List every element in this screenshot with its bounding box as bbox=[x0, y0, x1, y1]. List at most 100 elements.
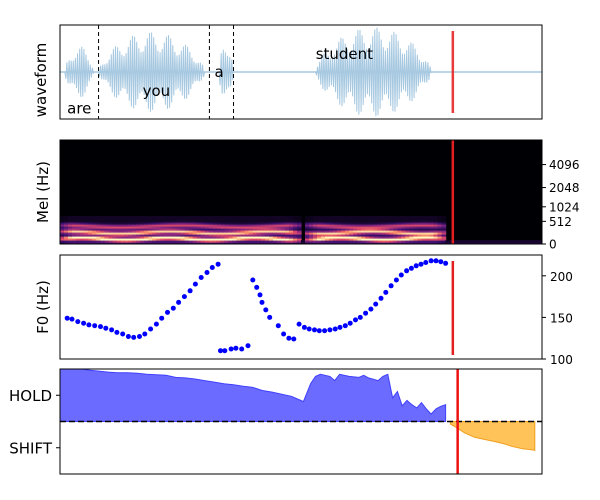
mel-cell bbox=[292, 224, 298, 227]
mel-cell bbox=[84, 240, 89, 243]
mel-cell bbox=[401, 222, 407, 225]
f0-point bbox=[393, 277, 399, 283]
mel-cell bbox=[405, 218, 411, 221]
mel-cell bbox=[204, 232, 210, 235]
mel-cell bbox=[437, 216, 443, 219]
mel-cell bbox=[196, 238, 202, 241]
mel-cell bbox=[409, 240, 415, 243]
mel-cell bbox=[288, 222, 294, 225]
mel-cell bbox=[441, 220, 447, 223]
mel-cell bbox=[433, 236, 439, 239]
mel-cell bbox=[152, 240, 157, 243]
mel-cell bbox=[264, 232, 270, 235]
mel-cell bbox=[128, 224, 133, 227]
mel-cell bbox=[196, 232, 202, 235]
mel-cell bbox=[212, 224, 218, 227]
mel-cell bbox=[313, 230, 318, 233]
mel-cell bbox=[441, 224, 447, 227]
mel-cell bbox=[260, 240, 266, 243]
mel-cell bbox=[268, 224, 274, 227]
mel-cell bbox=[168, 226, 174, 229]
mel-cell bbox=[381, 228, 386, 231]
mel-cell bbox=[164, 216, 170, 219]
mel-cell bbox=[160, 232, 166, 235]
mel-cell bbox=[329, 220, 334, 223]
mel-cell bbox=[264, 238, 270, 241]
mel-cell bbox=[92, 228, 97, 231]
mel-cell bbox=[393, 234, 398, 237]
mel-cell bbox=[425, 222, 431, 225]
mel-cell bbox=[501, 242, 507, 244]
mel-cell bbox=[120, 234, 125, 237]
mel-cell bbox=[192, 242, 198, 244]
mel-cell bbox=[517, 240, 523, 243]
mel-cell bbox=[417, 216, 423, 219]
mel-cell bbox=[369, 226, 374, 229]
mel-cell bbox=[292, 238, 298, 241]
f0-point bbox=[103, 325, 109, 331]
f0-point bbox=[433, 258, 439, 264]
mel-cell bbox=[457, 242, 463, 244]
mel-cell bbox=[337, 242, 342, 244]
mel-cell bbox=[313, 226, 318, 229]
mel-cell bbox=[337, 228, 342, 231]
mel-cell bbox=[188, 234, 194, 237]
mel-cell bbox=[309, 234, 314, 237]
mel-cell bbox=[80, 226, 85, 229]
f0-point bbox=[81, 320, 87, 326]
mel-cell bbox=[168, 218, 174, 221]
mel-cell bbox=[188, 226, 194, 229]
mel-cell bbox=[260, 222, 266, 225]
mel-cell bbox=[184, 230, 190, 233]
mel-cell bbox=[132, 226, 137, 229]
mel-cell bbox=[272, 224, 278, 227]
mel-cell bbox=[280, 236, 286, 239]
f0-point bbox=[259, 299, 265, 305]
f0-point bbox=[165, 309, 170, 315]
mel-cell bbox=[124, 226, 129, 229]
mel-cell bbox=[260, 226, 266, 229]
mel-cell bbox=[389, 222, 394, 225]
mel-cell bbox=[373, 230, 378, 233]
mel-cell bbox=[168, 222, 174, 225]
mel-cell bbox=[533, 240, 539, 243]
mel-cell bbox=[184, 232, 190, 235]
mel-cell bbox=[461, 242, 467, 244]
mel-cell bbox=[128, 230, 133, 233]
mel-cell bbox=[325, 218, 330, 221]
mel-cell bbox=[60, 232, 65, 235]
mel-cell bbox=[100, 234, 105, 237]
mel-cell bbox=[200, 232, 206, 235]
mel-cell bbox=[160, 226, 166, 229]
mel-cell bbox=[168, 234, 174, 237]
mel-cell bbox=[124, 236, 129, 239]
mel-cell bbox=[441, 228, 447, 231]
mel-cell bbox=[132, 230, 137, 233]
mel-cell bbox=[284, 222, 290, 225]
mel-cell bbox=[180, 238, 186, 241]
mel-cell bbox=[313, 242, 318, 244]
mel-cell bbox=[288, 232, 294, 235]
mel-cell bbox=[144, 226, 149, 229]
f0-point bbox=[316, 328, 322, 334]
mel-cell bbox=[509, 240, 515, 243]
mel-cell bbox=[172, 216, 178, 219]
f0-point bbox=[64, 315, 70, 321]
mel-cell bbox=[357, 226, 362, 229]
mel-cell bbox=[272, 218, 278, 221]
mel-cell bbox=[260, 232, 266, 235]
mel-cell bbox=[409, 242, 415, 244]
mel-cell bbox=[216, 222, 222, 225]
mel-cell bbox=[417, 236, 423, 239]
mel-cell bbox=[236, 242, 242, 244]
mel-cell bbox=[204, 228, 210, 231]
f0-point bbox=[353, 317, 358, 323]
mel-cell bbox=[389, 220, 394, 223]
mel-cell bbox=[321, 228, 326, 231]
mel-cell bbox=[232, 238, 238, 241]
mel-cell bbox=[160, 234, 166, 237]
mel-cell bbox=[505, 242, 511, 244]
mel-cell bbox=[417, 224, 423, 227]
mel-cell bbox=[120, 238, 125, 241]
mel-cell bbox=[256, 234, 262, 237]
